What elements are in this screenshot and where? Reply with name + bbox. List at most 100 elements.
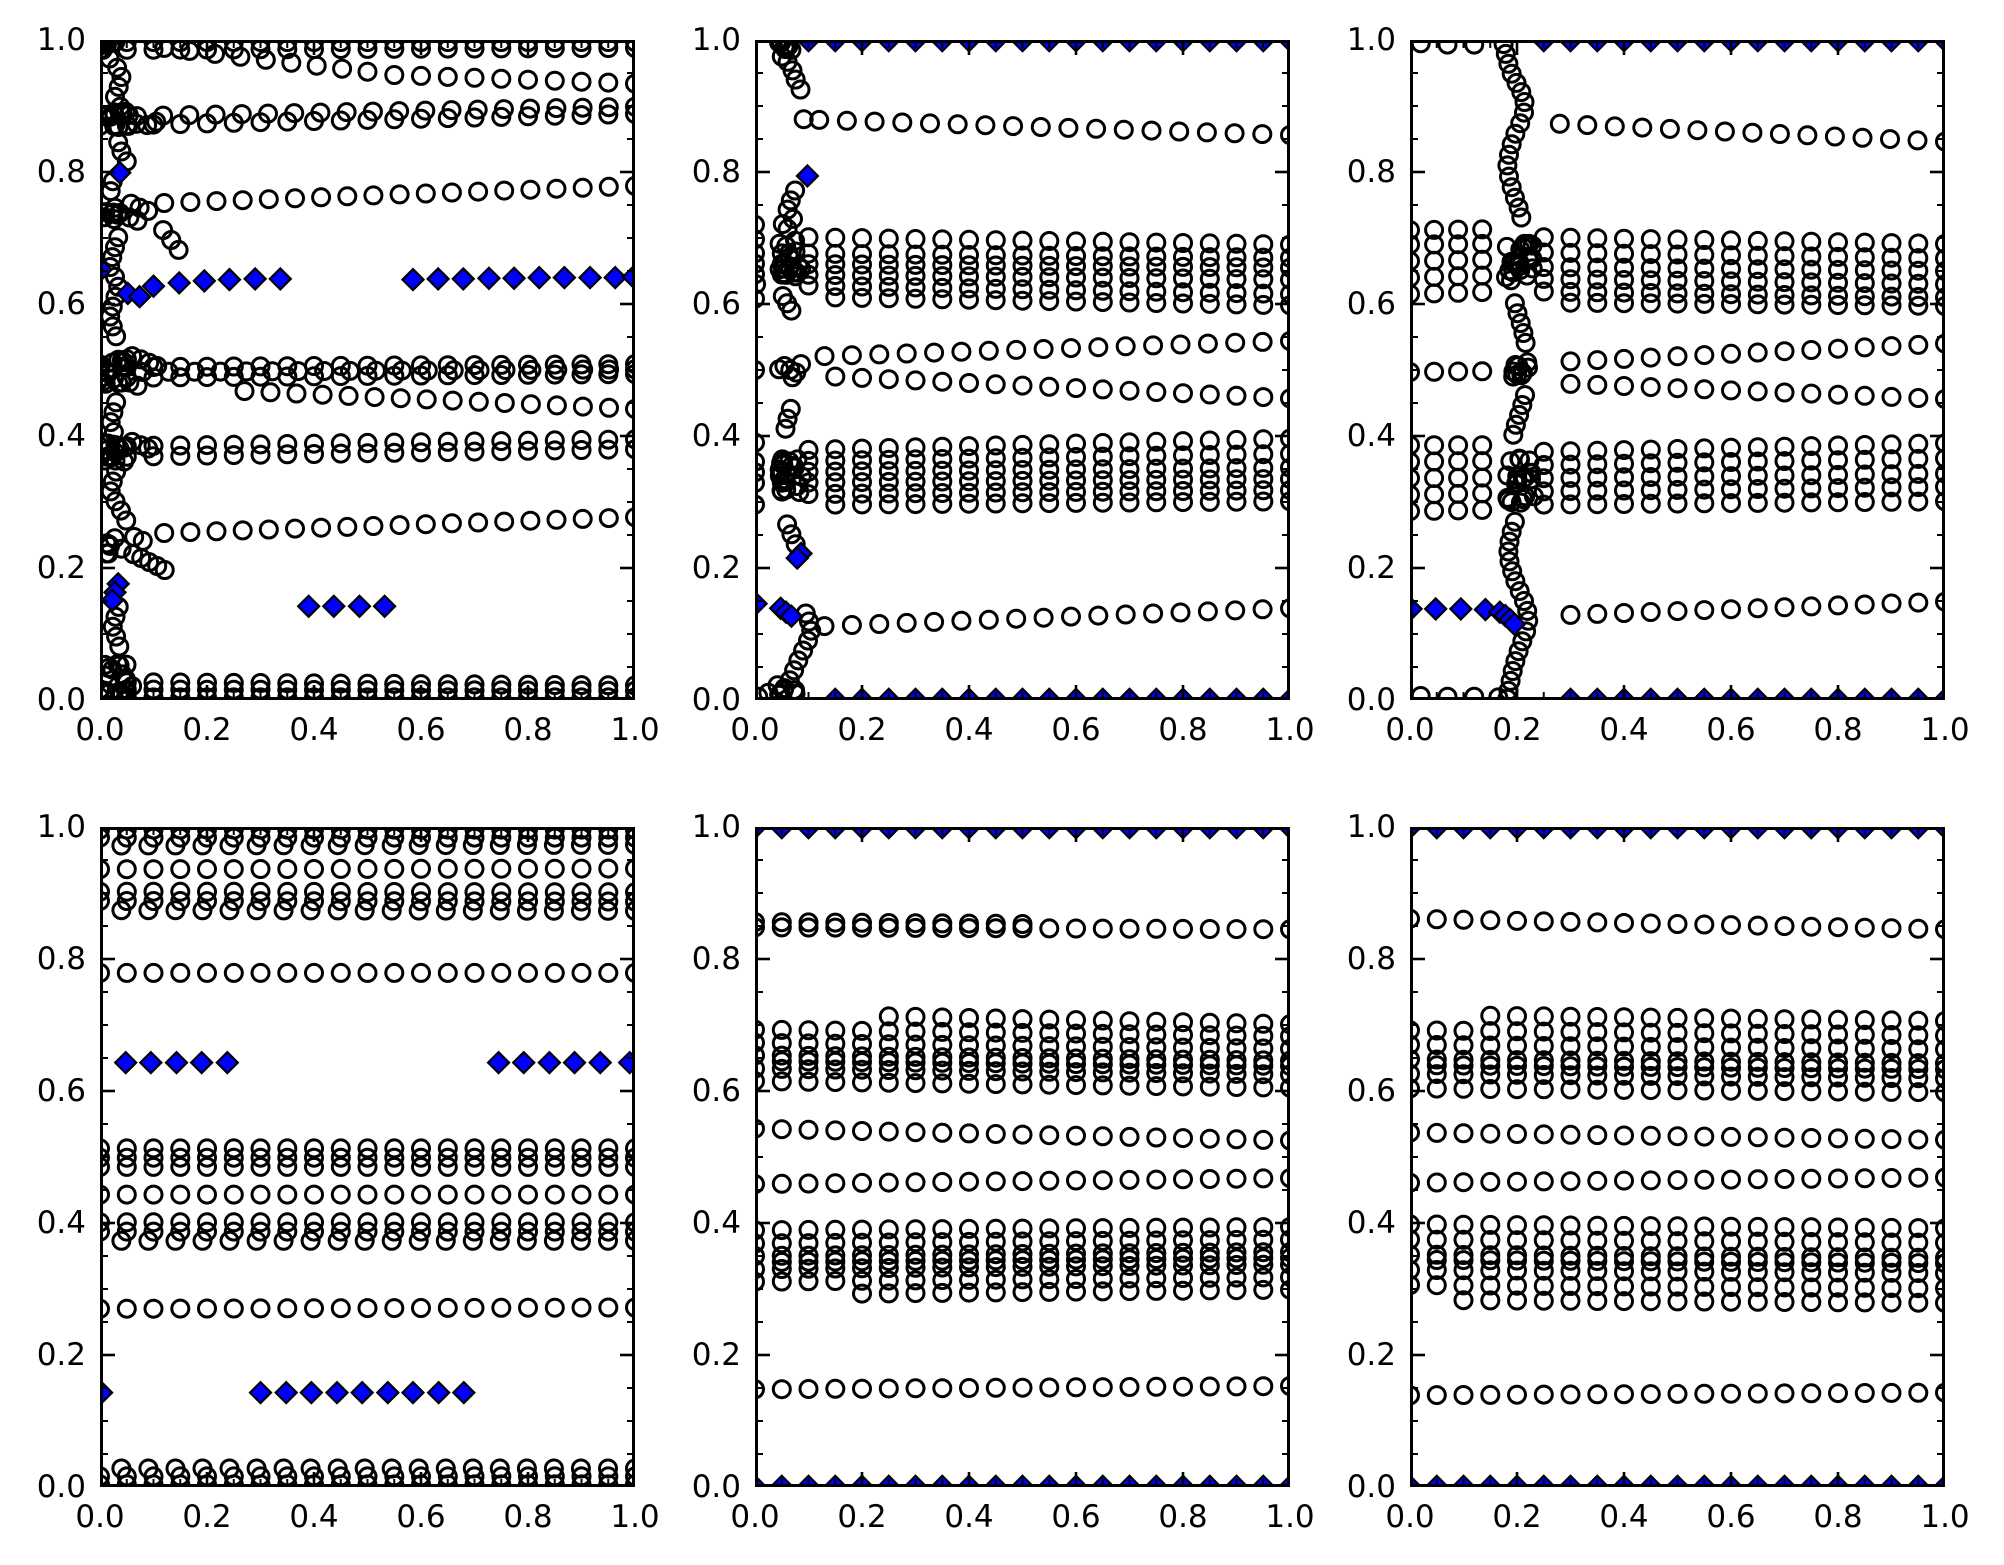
circle-marker (905, 1172, 926, 1193)
x-tick-label: 0.8 (1813, 1499, 1863, 1535)
circle-marker (1587, 1056, 1608, 1077)
x-tick-label: 0.4 (944, 712, 994, 748)
circle-marker (1721, 1277, 1741, 1297)
circle-marker (109, 636, 130, 657)
circle-marker (1092, 246, 1113, 267)
circle-marker (625, 73, 635, 94)
circle-marker (1774, 231, 1795, 252)
circle-marker (905, 437, 926, 458)
circle-marker (852, 472, 872, 493)
circle-marker (1199, 480, 1220, 501)
circle-marker (798, 275, 819, 296)
circle-marker (1560, 494, 1581, 515)
circle-marker (1614, 1079, 1634, 1100)
circle-marker (1854, 449, 1875, 470)
circle-marker (435, 900, 456, 921)
diamond-marker (138, 1050, 163, 1075)
circle-marker (1828, 272, 1848, 293)
circle-marker (1253, 1217, 1274, 1238)
circle-marker (112, 104, 133, 125)
circle-marker (1448, 467, 1469, 488)
circle-marker (1199, 1012, 1220, 1033)
circle-marker (116, 1212, 137, 1233)
circle-marker (1226, 444, 1247, 465)
circle-marker (852, 1172, 872, 1193)
circle-marker (625, 175, 635, 196)
circle-marker (1908, 1039, 1929, 1060)
circle-marker (1173, 1054, 1193, 1075)
circle-marker (330, 882, 351, 902)
circle-marker (625, 359, 635, 380)
circle-marker (105, 442, 126, 463)
circle-marker (1694, 293, 1715, 314)
circle-marker (116, 962, 137, 983)
circle-marker (1747, 259, 1768, 280)
circle-marker (1560, 1384, 1581, 1405)
circle-marker (985, 471, 1006, 492)
circle-marker (1721, 1291, 1741, 1312)
circle-marker (780, 398, 801, 419)
circle-marker (1721, 294, 1741, 315)
circle-marker (1146, 232, 1167, 253)
circle-marker (1935, 1011, 1945, 1031)
circle-marker (1935, 248, 1945, 269)
circle-marker (255, 49, 276, 70)
circle-marker (1667, 1216, 1688, 1237)
circle-marker (1854, 273, 1875, 294)
circle-marker (437, 442, 458, 462)
circle-marker (1560, 1260, 1581, 1281)
circle-marker (878, 461, 899, 482)
circle-marker (441, 100, 462, 121)
circle-marker (1226, 469, 1247, 490)
circle-marker (1426, 1172, 1447, 1193)
circle-marker (1828, 464, 1848, 485)
circle-marker (384, 858, 405, 879)
circle-marker (1066, 1231, 1086, 1252)
circle-marker (1253, 1055, 1274, 1076)
circle-marker (104, 209, 124, 230)
subplot-top-left: 0.0 0.0 0.2 0.2 0.4 0.4 0.6 0.6 0.8 0.8 1.0 1.0 (37, 22, 660, 748)
circle-marker (1199, 1055, 1220, 1076)
circle-marker (491, 962, 512, 983)
circle-marker (1280, 919, 1290, 940)
circle-marker (518, 882, 538, 903)
diamond-marker (400, 267, 426, 292)
circle-marker (905, 1283, 926, 1304)
y-tick-label: 0.4 (1346, 1205, 1396, 1241)
circle-marker (1012, 460, 1033, 480)
circle-marker (1173, 492, 1193, 513)
diamond-marker (350, 1380, 375, 1405)
circle-marker (985, 230, 1006, 251)
circle-marker (625, 1156, 635, 1177)
circle-marker (489, 835, 510, 855)
circle-marker (327, 1230, 348, 1251)
circle-marker (312, 384, 333, 405)
circle-marker (905, 483, 926, 504)
circle-marker (1453, 1250, 1474, 1271)
circle-marker (1424, 361, 1445, 382)
circle-marker (878, 1283, 899, 1304)
circle-marker (273, 1458, 294, 1479)
circle-marker (1854, 1168, 1875, 1189)
x-tick-label: 0.6 (1051, 1499, 1101, 1535)
circle-marker (985, 1022, 1006, 1043)
circle-marker (357, 432, 378, 453)
circle-marker (1453, 1385, 1474, 1405)
x-tick-label: 1.0 (1265, 712, 1315, 748)
circle-marker (1012, 1231, 1033, 1252)
circle-marker (1721, 1057, 1741, 1078)
circle-marker (1908, 295, 1929, 316)
circle-marker (975, 115, 996, 136)
circle-marker (206, 191, 227, 212)
circle-marker (1507, 1250, 1527, 1271)
circle-marker (1604, 116, 1625, 137)
circle-marker (100, 1147, 110, 1168)
circle-marker (1280, 1267, 1290, 1288)
circle-marker (1854, 1067, 1875, 1088)
circle-marker (197, 859, 217, 880)
circle-marker (1828, 295, 1848, 315)
circle-marker (959, 1073, 979, 1094)
circle-marker (138, 1458, 159, 1479)
circle-marker (1828, 1262, 1848, 1283)
